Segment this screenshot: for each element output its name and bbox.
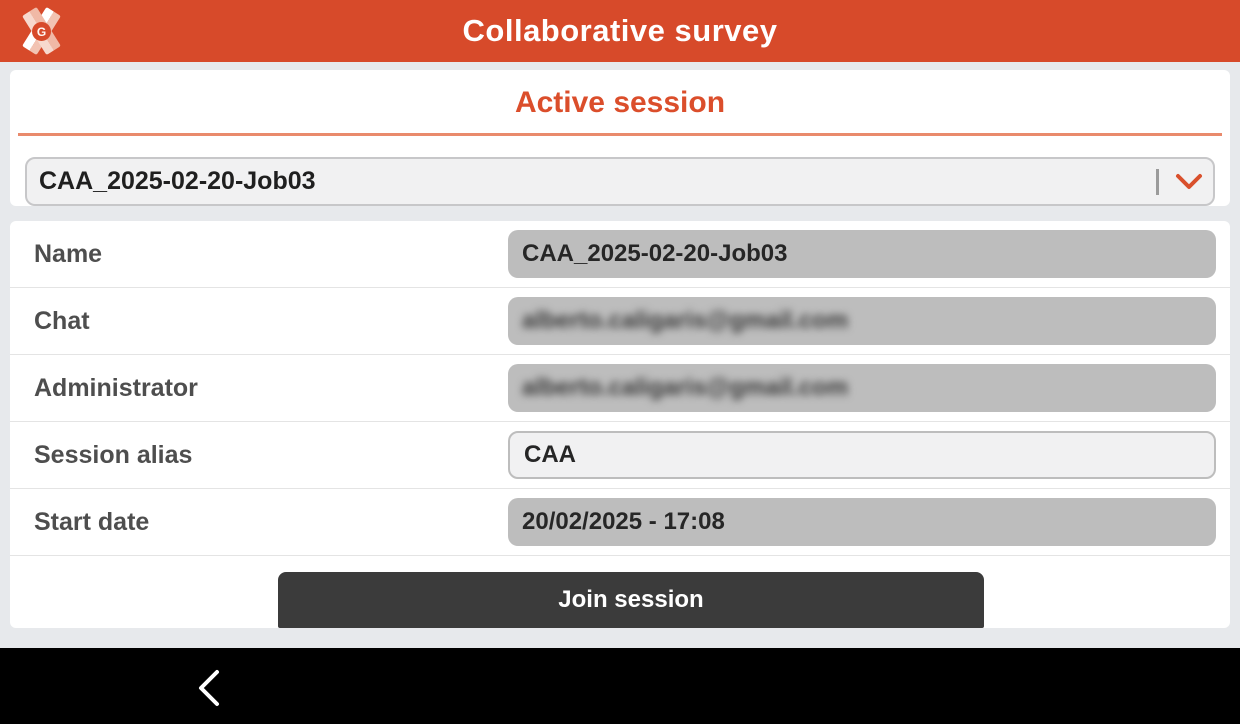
session-dropdown-value: CAA_2025-02-20-Job03 bbox=[39, 167, 316, 195]
section-divider bbox=[18, 133, 1222, 136]
active-session-panel: Active session CAA_2025-02-20-Job03 bbox=[10, 70, 1230, 206]
form-row-administrator: Administrator alberto.caligaris@gmail.co… bbox=[10, 355, 1230, 422]
field-label: Chat bbox=[34, 306, 90, 335]
session-details-card: Name CAA_2025-02-20-Job03 Chat alberto.c… bbox=[10, 221, 1230, 628]
app-header: G Collaborative survey bbox=[0, 0, 1240, 62]
main-content: Active session CAA_2025-02-20-Job03 Name… bbox=[0, 62, 1240, 628]
system-navigation-bar bbox=[0, 648, 1240, 724]
administrator-field: alberto.caligaris@gmail.com bbox=[508, 364, 1216, 412]
join-button-row: Join session bbox=[10, 556, 1230, 628]
join-session-button[interactable]: Join session bbox=[278, 572, 984, 628]
logo-monogram: G bbox=[32, 22, 51, 41]
section-heading: Active session bbox=[514, 86, 726, 119]
chat-field: alberto.caligaris@gmail.com bbox=[508, 297, 1216, 345]
form-row-session-alias: Session alias CAA bbox=[10, 422, 1230, 489]
app-logo-icon: G bbox=[14, 6, 68, 56]
dropdown-separator bbox=[1156, 168, 1159, 195]
field-label: Name bbox=[34, 239, 103, 268]
form-row-start-date: Start date 20/02/2025 - 17:08 bbox=[10, 489, 1230, 556]
chevron-left-icon bbox=[199, 670, 219, 706]
form-row-name: Name CAA_2025-02-20-Job03 bbox=[10, 221, 1230, 288]
field-label: Administrator bbox=[34, 373, 198, 402]
start-date-field: 20/02/2025 - 17:08 bbox=[508, 498, 1216, 546]
chevron-down-icon[interactable] bbox=[1175, 173, 1203, 191]
field-label: Start date bbox=[34, 507, 150, 536]
session-alias-input[interactable]: CAA bbox=[508, 431, 1216, 479]
field-label: Session alias bbox=[34, 440, 193, 469]
name-field: CAA_2025-02-20-Job03 bbox=[508, 230, 1216, 278]
back-button[interactable] bbox=[186, 666, 230, 710]
form-row-chat: Chat alberto.caligaris@gmail.com bbox=[10, 288, 1230, 355]
page-title: Collaborative survey bbox=[462, 13, 778, 48]
session-dropdown[interactable]: CAA_2025-02-20-Job03 bbox=[25, 157, 1215, 206]
